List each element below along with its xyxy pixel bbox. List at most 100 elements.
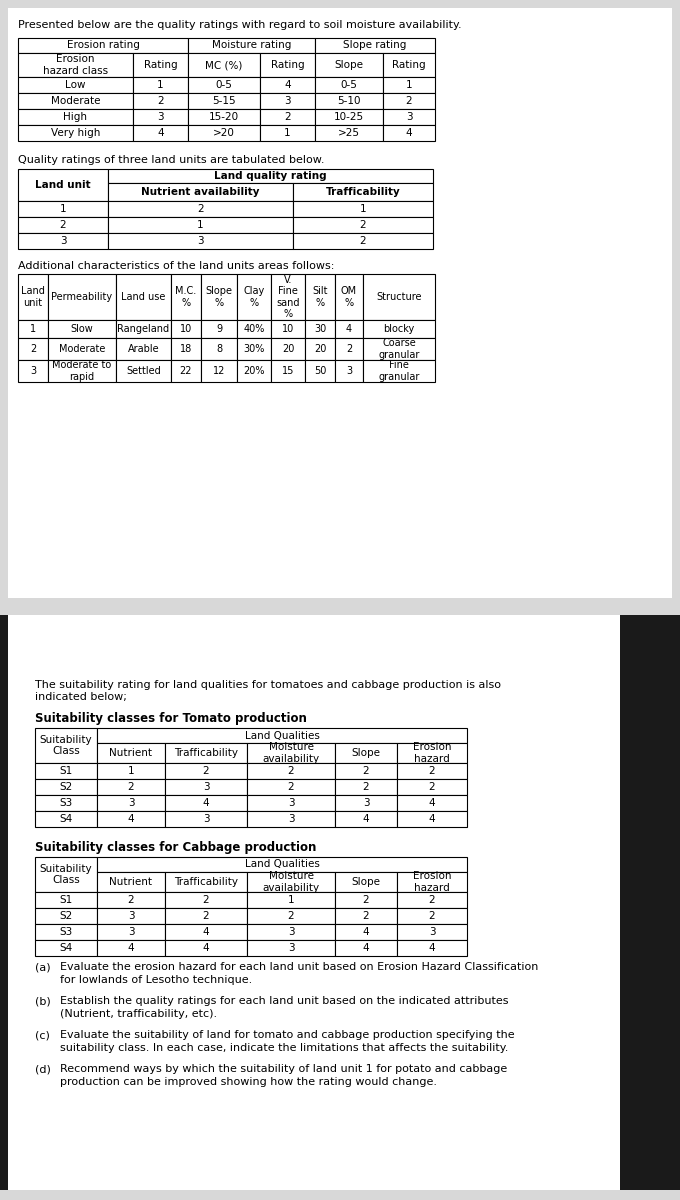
Text: 4: 4	[128, 943, 135, 953]
Text: Moisture rating: Moisture rating	[211, 41, 291, 50]
Bar	[247, 892, 335, 908]
Bar	[0, 614, 8, 1190]
Bar	[35, 779, 97, 794]
Bar	[260, 92, 315, 109]
Bar	[18, 38, 188, 53]
Bar	[237, 338, 271, 360]
Text: S4: S4	[59, 943, 73, 953]
Bar	[335, 892, 397, 908]
Text: 5-15: 5-15	[212, 96, 236, 106]
Bar	[171, 274, 201, 320]
Text: for lowlands of Lesotho technique.: for lowlands of Lesotho technique.	[60, 974, 252, 985]
Bar	[201, 360, 237, 382]
Text: 2: 2	[288, 911, 294, 922]
Text: Settled: Settled	[126, 366, 161, 376]
Text: Arable: Arable	[128, 344, 159, 354]
Text: 2: 2	[284, 112, 291, 122]
Bar	[335, 743, 397, 763]
Text: 3: 3	[406, 112, 412, 122]
Text: 2: 2	[362, 911, 369, 922]
Text: (a): (a)	[35, 962, 50, 972]
Text: 3: 3	[362, 798, 369, 808]
Text: 4: 4	[128, 814, 135, 824]
Bar	[335, 763, 397, 779]
Text: 30%: 30%	[243, 344, 265, 354]
Bar	[201, 338, 237, 360]
Text: 4: 4	[203, 926, 209, 937]
Bar	[620, 614, 680, 1190]
Text: 5-10: 5-10	[337, 96, 361, 106]
Bar	[305, 338, 335, 360]
Text: 3: 3	[128, 926, 135, 937]
Bar	[165, 743, 247, 763]
Text: 2: 2	[406, 96, 412, 106]
Text: 2: 2	[157, 96, 164, 106]
Text: Rating: Rating	[392, 60, 426, 70]
Bar	[260, 109, 315, 125]
Text: Land Qualities: Land Qualities	[245, 731, 320, 740]
Text: Slope
%: Slope %	[205, 286, 233, 307]
Bar	[97, 872, 165, 892]
Text: Land use: Land use	[121, 292, 166, 302]
Bar	[48, 360, 116, 382]
Bar	[188, 109, 260, 125]
Bar	[35, 811, 97, 827]
Bar	[116, 338, 171, 360]
Text: 20%: 20%	[243, 366, 265, 376]
Bar	[247, 811, 335, 827]
Bar	[97, 763, 165, 779]
Bar	[315, 77, 383, 92]
Text: MC (%): MC (%)	[205, 60, 243, 70]
Text: Additional characteristics of the land units areas follows:: Additional characteristics of the land u…	[18, 260, 335, 271]
Bar	[397, 940, 467, 956]
Text: Land
unit: Land unit	[21, 286, 45, 307]
Text: Land Qualities: Land Qualities	[245, 859, 320, 870]
Bar	[165, 763, 247, 779]
Bar	[171, 320, 201, 338]
Text: 3: 3	[428, 926, 435, 937]
Text: Coarse
granular: Coarse granular	[378, 338, 420, 360]
Bar	[35, 763, 97, 779]
Bar	[116, 320, 171, 338]
Text: 20: 20	[313, 344, 326, 354]
Text: 2: 2	[362, 895, 369, 905]
Bar	[363, 274, 435, 320]
Bar	[363, 320, 435, 338]
Text: 2: 2	[346, 344, 352, 354]
Bar	[18, 53, 133, 77]
Text: 2: 2	[428, 766, 435, 776]
Bar	[397, 763, 467, 779]
Text: production can be improved showing how the rating would change.: production can be improved showing how t…	[60, 1078, 437, 1087]
Bar	[18, 320, 48, 338]
Text: (Nutrient, trafficability, etc).: (Nutrient, trafficability, etc).	[60, 1009, 217, 1019]
Text: Nutrient availability: Nutrient availability	[141, 187, 260, 197]
Bar	[315, 92, 383, 109]
Text: Evaluate the suitability of land for tomato and cabbage production specifying th: Evaluate the suitability of land for tom…	[60, 1030, 515, 1040]
Bar	[18, 77, 133, 92]
Bar	[237, 274, 271, 320]
Text: 0-5: 0-5	[341, 80, 358, 90]
Text: 4: 4	[203, 943, 209, 953]
Bar	[247, 940, 335, 956]
Text: (b): (b)	[35, 996, 51, 1006]
Text: 1: 1	[406, 80, 412, 90]
Bar	[397, 794, 467, 811]
Text: OM
%: OM %	[341, 286, 357, 307]
Text: 2: 2	[428, 895, 435, 905]
Bar	[171, 338, 201, 360]
Bar	[305, 320, 335, 338]
Bar	[383, 77, 435, 92]
Bar	[108, 169, 433, 182]
Bar	[397, 908, 467, 924]
Bar	[165, 811, 247, 827]
Bar	[247, 743, 335, 763]
Text: 1: 1	[284, 128, 291, 138]
Bar	[35, 908, 97, 924]
Text: 2: 2	[203, 911, 209, 922]
Text: Moderate to
rapid: Moderate to rapid	[52, 360, 112, 382]
Bar	[116, 360, 171, 382]
Bar	[271, 320, 305, 338]
Bar	[133, 109, 188, 125]
Bar	[271, 338, 305, 360]
Bar	[383, 109, 435, 125]
